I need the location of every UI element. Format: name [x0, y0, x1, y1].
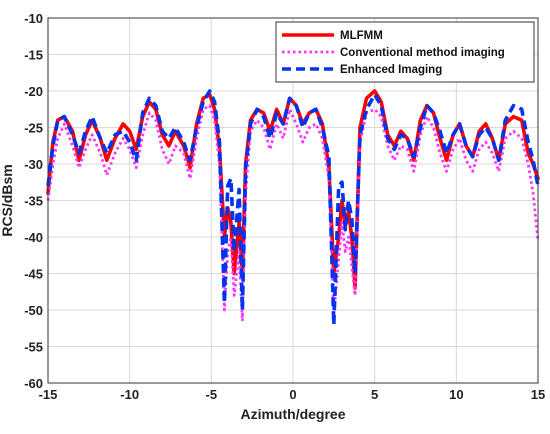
- x-tick-label: -10: [120, 387, 139, 402]
- x-tick-label: 10: [449, 387, 463, 402]
- y-tick-label: -10: [24, 11, 43, 26]
- x-tick-label: 0: [289, 387, 296, 402]
- y-tick-label: -55: [24, 340, 43, 355]
- y-tick-label: -15: [24, 48, 43, 63]
- y-tick-label: -35: [24, 194, 43, 209]
- legend-label-1: MLFMM: [340, 30, 383, 42]
- x-axis-label: Azimuth/degree: [240, 406, 345, 422]
- y-tick-label: -30: [24, 157, 43, 172]
- legend-box: [275, 21, 535, 83]
- y-tick-label: -25: [24, 121, 43, 136]
- y-tick-label: -45: [24, 267, 43, 282]
- series-layer: [46, 89, 540, 327]
- x-tick-labels: -15 -10 -5 0 5 10 15: [39, 387, 546, 402]
- y-tick-label: -40: [24, 230, 43, 245]
- series-line-2: [46, 104, 540, 323]
- y-tick-label: -20: [24, 84, 43, 99]
- x-tick-label: -15: [39, 387, 58, 402]
- x-tick-label: 15: [531, 387, 545, 402]
- legend-label-3: Enhanced Imaging: [340, 64, 442, 76]
- y-tick-labels: -60 -55 -50 -45 -40 -35 -30 -25 -20 -15 -10: [24, 11, 43, 391]
- plot-frame: [47, 17, 539, 384]
- x-tick-label: 5: [371, 387, 378, 402]
- legend: MLFMM Conventional method imaging Enhanced…: [275, 21, 535, 83]
- x-tick-label: -5: [206, 387, 218, 402]
- y-tick-label: -50: [24, 303, 43, 318]
- legend-label-2: Conventional method imaging: [340, 47, 505, 59]
- y-tick-label: -60: [24, 376, 43, 391]
- series-line-3: [46, 89, 540, 327]
- y-axis-label: RCS/dBsm: [0, 164, 15, 236]
